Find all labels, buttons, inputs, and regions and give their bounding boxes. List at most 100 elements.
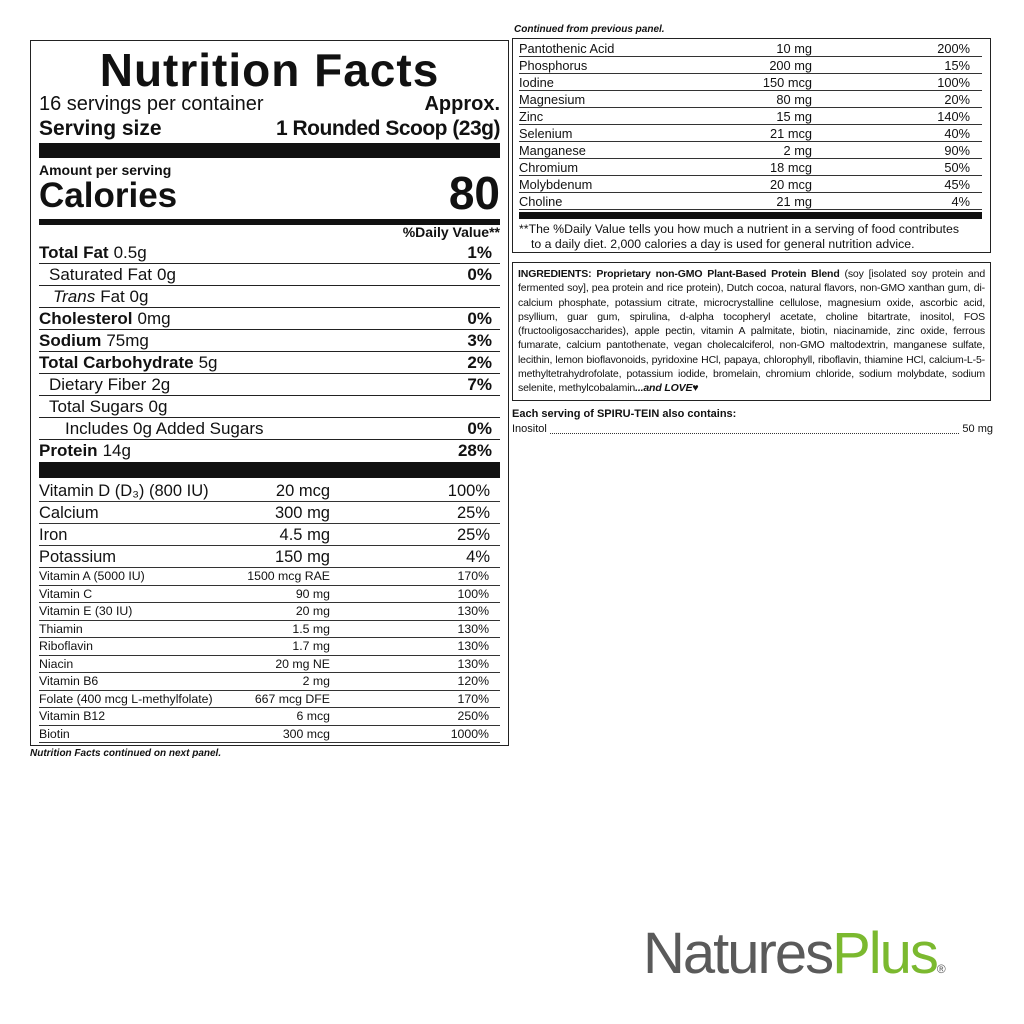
continued-row-dv: 20% [944, 92, 970, 107]
nutrition-panel: Nutrition Facts 16 servings per containe… [30, 40, 509, 746]
nutrient-name: Sodium [39, 331, 102, 350]
calories-value: 80 [448, 167, 500, 219]
continued-row: Iodine 150 mcg 100% [519, 74, 982, 91]
continued-row-dv: 200% [937, 41, 970, 56]
vitamin-small-row: Vitamin E (30 IU) 20 mg 130% [39, 603, 500, 621]
vitamin-small-row: Biotin 300 mcg 1000% [39, 726, 500, 743]
nutrient-amount: 5g [198, 353, 218, 372]
nutrient-row: Total Sugars 0g [39, 396, 500, 418]
vitamin-large-row-name: Potassium [39, 548, 117, 566]
ingredients: INGREDIENTS: Proprietary non-GMO Plant-B… [512, 262, 991, 401]
amount-per-serving: Amount per serving [39, 162, 172, 178]
vitamin-small-row-name: Vitamin E (30 IU) [39, 604, 133, 618]
vitamin-large-row-name: Iron [39, 526, 68, 544]
vitamin-small-row-amount: 2 mg [302, 674, 330, 688]
continued-row: Phosphorus 200 mg 15% [519, 57, 982, 74]
approx: Approx. [424, 93, 500, 115]
ingredients-label: INGREDIENTS: [518, 268, 592, 280]
vitamin-small-row: Riboflavin 1.7 mg 130% [39, 638, 500, 656]
nutrient-name: Protein [39, 441, 98, 460]
nutrient-amount: Fat 0g [100, 287, 149, 306]
vitamin-small-row: Vitamin B6 2 mg 120% [39, 673, 500, 691]
nutrient-row: Saturated Fat 0g 0% [39, 264, 500, 286]
nutrient-amount: 0.5g [113, 243, 147, 262]
servings: 16 servings per container [39, 93, 264, 115]
vitamin-small-row-amount: 667 mcg DFE [254, 691, 330, 706]
vitamin-large-row-dv: 100% [447, 482, 490, 500]
vitamin-small-row-dv: 250% [457, 709, 489, 723]
continued-row-dv: 90% [944, 143, 970, 158]
nutrient-name: Trans [53, 287, 96, 306]
nutrient-row: Cholesterol 0mg 0% [39, 308, 500, 330]
vitamin-large-row-amount: 4.5 mg [279, 526, 330, 544]
vitamin-small-row-dv: 130% [457, 639, 489, 653]
divider [39, 143, 500, 158]
vitamin-small-row-amount: 1.5 mg [292, 621, 330, 636]
vitamin-small-row-name: Vitamin C [39, 586, 93, 601]
serving-size-label: Serving size [39, 117, 162, 140]
also-contains: Each serving of SPIRU-TEIN also contains… [512, 408, 737, 420]
continued-row-amount: 20 mcg [770, 177, 812, 192]
ingredients-blend: Proprietary non-GMO Plant-Based Protein … [596, 268, 840, 280]
vitamin-small-row: Folate (400 mcg L-methylfolate) 667 mcg D… [39, 691, 500, 708]
continued-row-amount: 200 mg [769, 58, 812, 73]
nutrient-row: Includes 0g Added Sugars 0% [39, 418, 500, 440]
nutrient-row: Total Fat 0.5g 1% [39, 242, 500, 264]
continued-row-name: Manganese [519, 143, 586, 158]
continued-row: Manganese 2 mg 90% [519, 142, 982, 159]
continued-row: Selenium 21 mcg 40% [519, 125, 982, 142]
vitamin-small-row: Niacin 20 mg NE 130% [39, 656, 500, 673]
vitamin-large-row: Iron 4.5 mg 25% [39, 524, 500, 546]
vitamin-large-row-amount: 20 mcg [275, 482, 330, 500]
footer-note: Nutrition Facts continued on next panel. [30, 748, 222, 759]
continued-row-dv: 15% [944, 58, 970, 73]
continued-row-name: Selenium [519, 126, 573, 141]
continued-row-dv: 45% [944, 177, 970, 192]
vitamin-small-row: Vitamin A (5000 IU) 1500 mcg RAE 170% [39, 568, 500, 586]
nutrient-name: Dietary Fiber [49, 375, 147, 394]
continued-row-amount: 21 mg [776, 194, 812, 209]
nutrient-dv: 1% [467, 243, 492, 262]
nutrient-dv: 0% [467, 265, 492, 284]
nutrient-amount: 14g [102, 441, 131, 460]
vitamin-small-row-dv: 170% [457, 691, 489, 706]
vitamin-small-row-amount: 1.7 mg [292, 639, 330, 653]
continued-row-name: Iodine [519, 75, 554, 90]
continued-row: Zinc 15 mg 140% [519, 108, 982, 125]
nutrient-dv: 28% [457, 441, 492, 460]
vitamin-large-row-amount: 300 mg [274, 504, 330, 522]
vitamin-small-row-amount: 6 mcg [296, 709, 331, 723]
continued-row-dv: 40% [944, 126, 970, 141]
vitamin-small-row-amount: 20 mg [295, 604, 330, 618]
continued-panel: **The %Daily Value tells you how much a … [512, 38, 991, 253]
nutrient-dv: 7% [467, 375, 492, 394]
vitamin-small-row-name: Riboflavin [39, 639, 93, 653]
continued-row: Magnesium 80 mg 20% [519, 91, 982, 108]
nutrient-amount: 0g [157, 265, 176, 284]
continued-row-name: Chromium [519, 160, 579, 175]
logo-natures: Natures [643, 921, 834, 986]
dv-header: %Daily Value** [402, 224, 500, 240]
continued-row-amount: 21 mcg [770, 126, 812, 141]
vitamin-small-row-name: Thiamin [39, 621, 83, 636]
logo-registered: ® [936, 962, 946, 976]
continued-row: Chromium 18 mcg 50% [519, 159, 982, 176]
continued-row-amount: 10 mg [776, 41, 812, 56]
continued-row-dv: 4% [951, 194, 971, 209]
nutrient-name: Total Carbohydrate [39, 353, 194, 372]
vitamin-small-row-name: Biotin [39, 726, 70, 741]
continued-row-dv: 140% [937, 109, 970, 124]
vitamin-large-row-amount: 150 mg [274, 548, 330, 566]
vitamin-small-row-dv: 100% [457, 586, 489, 601]
nutrient-amount: 75mg [106, 331, 149, 350]
nutrient-dv: 3% [467, 331, 492, 350]
extra-amount: 50 mg [962, 423, 993, 435]
vitamin-small-row-amount: 300 mcg [282, 726, 330, 741]
nutrient-amount: 0mg [137, 309, 171, 328]
divider [39, 219, 500, 225]
vitamin-small-row: Thiamin 1.5 mg 130% [39, 621, 500, 638]
vitamin-small-row-dv: 130% [457, 621, 489, 636]
nutrient-name: Saturated Fat [49, 265, 153, 284]
continued-row-amount: 2 mg [783, 143, 812, 158]
nutrient-dv: 0% [467, 419, 492, 438]
